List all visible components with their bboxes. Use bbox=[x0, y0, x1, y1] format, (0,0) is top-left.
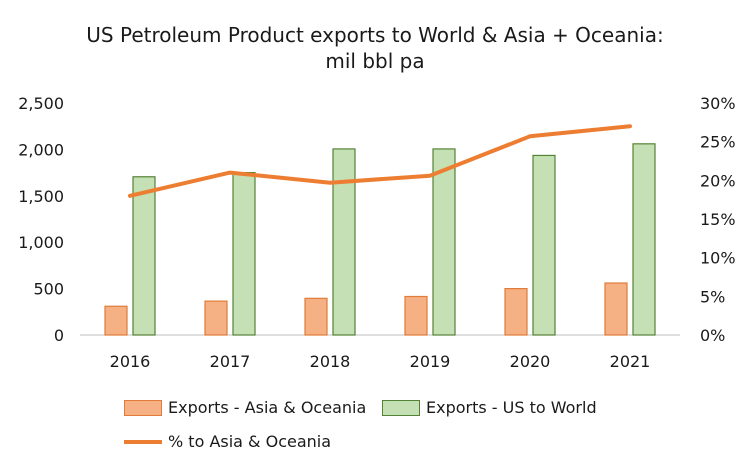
bar-asia-oceania bbox=[604, 282, 628, 336]
bar-us-world bbox=[432, 148, 456, 336]
bar-us-world bbox=[532, 154, 556, 336]
legend-swatch-pct bbox=[124, 439, 162, 444]
legend-label-world: Exports - US to World bbox=[426, 398, 597, 417]
bar-us-world bbox=[132, 176, 156, 336]
x-tick-label: 2019 bbox=[410, 352, 451, 371]
y-right-tick-label: 10% bbox=[700, 249, 736, 268]
legend-label-asia: Exports - Asia & Oceania bbox=[168, 398, 367, 417]
legend-label-pct: % to Asia & Oceania bbox=[168, 432, 332, 451]
legend-item-pct: % to Asia & Oceania bbox=[124, 432, 331, 451]
y-left-tick-label: 1,500 bbox=[18, 187, 64, 206]
legend-item-world: Exports - US to World bbox=[382, 398, 597, 417]
x-tick-label: 2016 bbox=[110, 352, 151, 371]
x-tick-label: 2020 bbox=[510, 352, 551, 371]
bar-us-world bbox=[232, 172, 256, 336]
bar-asia-oceania bbox=[504, 288, 528, 336]
y-left-tick-label: 0 bbox=[54, 326, 64, 345]
line-pct-asia-oceania bbox=[128, 124, 632, 198]
legend-swatch-world bbox=[382, 399, 420, 416]
y-left-tick-label: 500 bbox=[33, 280, 64, 299]
bar-us-world bbox=[332, 148, 356, 336]
bar-asia-oceania bbox=[304, 297, 328, 336]
x-tick-label: 2018 bbox=[310, 352, 351, 371]
y-right-tick-label: 25% bbox=[700, 133, 736, 152]
legend-item-asia: Exports - Asia & Oceania bbox=[124, 398, 366, 417]
chart-title-line2: mil bbl pa bbox=[325, 49, 425, 73]
y-right-tick-label: 5% bbox=[700, 287, 725, 306]
y-right-tick-label: 15% bbox=[700, 210, 736, 229]
bar-asia-oceania bbox=[204, 300, 228, 336]
y-right-tick-label: 30% bbox=[700, 94, 736, 113]
y-left-tick-label: 2,500 bbox=[18, 94, 64, 113]
bar-asia-oceania bbox=[404, 295, 428, 336]
chart-title-line1: US Petroleum Product exports to World & … bbox=[86, 23, 664, 47]
y-right-tick-label: 0% bbox=[700, 326, 725, 345]
y-left-tick-label: 1,000 bbox=[18, 233, 64, 252]
y-left-tick-label: 2,000 bbox=[18, 140, 64, 159]
bar-us-world bbox=[632, 143, 656, 336]
legend-swatch-asia bbox=[124, 399, 162, 416]
y-right-tick-label: 20% bbox=[700, 171, 736, 190]
x-tick-label: 2017 bbox=[210, 352, 251, 371]
x-tick-label: 2021 bbox=[610, 352, 651, 371]
bar-asia-oceania bbox=[104, 305, 128, 336]
